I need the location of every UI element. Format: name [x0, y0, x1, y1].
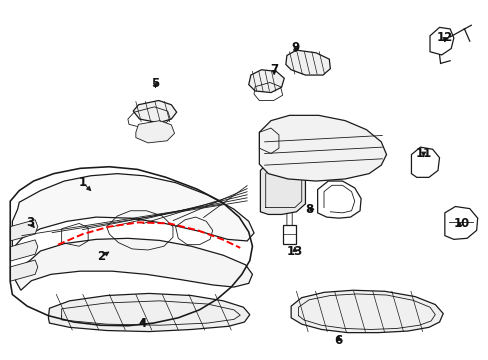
- Text: 5: 5: [151, 77, 159, 90]
- Polygon shape: [10, 220, 38, 241]
- Text: 10: 10: [453, 217, 469, 230]
- Text: 2: 2: [97, 250, 105, 264]
- Text: 6: 6: [334, 334, 342, 347]
- Polygon shape: [260, 156, 305, 215]
- Text: 11: 11: [415, 147, 431, 160]
- Polygon shape: [259, 115, 386, 181]
- Text: 13: 13: [286, 245, 303, 258]
- Text: 4: 4: [138, 316, 146, 330]
- Polygon shape: [48, 293, 249, 332]
- Polygon shape: [16, 238, 252, 290]
- Polygon shape: [290, 290, 442, 333]
- Polygon shape: [10, 260, 38, 281]
- Polygon shape: [282, 225, 296, 244]
- Polygon shape: [317, 181, 360, 218]
- Text: 1: 1: [79, 176, 87, 189]
- Polygon shape: [444, 207, 477, 239]
- Polygon shape: [136, 121, 174, 143]
- Polygon shape: [248, 70, 284, 93]
- Text: 7: 7: [269, 63, 278, 76]
- Polygon shape: [10, 240, 38, 261]
- Text: 9: 9: [291, 41, 300, 54]
- Polygon shape: [133, 100, 176, 123]
- Text: 3: 3: [26, 216, 34, 229]
- Text: 8: 8: [305, 203, 313, 216]
- Polygon shape: [285, 50, 330, 75]
- Text: 12: 12: [436, 31, 452, 44]
- Polygon shape: [410, 147, 439, 177]
- Polygon shape: [12, 174, 254, 249]
- Polygon shape: [429, 27, 453, 55]
